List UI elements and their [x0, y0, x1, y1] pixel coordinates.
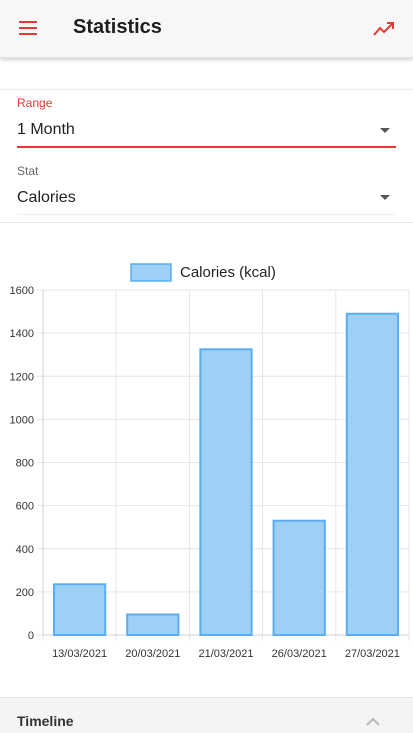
x-tick-label: 26/03/2021: [272, 648, 327, 660]
x-tick-label: 20/03/2021: [125, 648, 180, 660]
chart-legend: Calories (kcal): [130, 263, 276, 282]
x-tick-label: 27/03/2021: [345, 648, 400, 660]
legend-label[interactable]: Calories (kcal): [180, 264, 276, 281]
x-tick-label: 21/03/2021: [198, 648, 253, 660]
trending-up-icon[interactable]: [371, 17, 397, 41]
empty-row: [0, 60, 413, 90]
y-tick-label: 400: [16, 544, 34, 556]
stat-value: Calories: [17, 189, 76, 206]
divider: [0, 222, 413, 223]
y-tick-label: 1200: [10, 371, 34, 383]
chart-bar: [52, 583, 107, 636]
chevron-up-icon[interactable]: [364, 714, 382, 726]
timeline-panel-header[interactable]: Timeline: [0, 697, 413, 733]
y-tick-label: 200: [16, 587, 34, 599]
range-value: 1 Month: [17, 121, 75, 138]
dropdown-arrow-icon[interactable]: [380, 195, 390, 200]
y-tick-label: 600: [16, 501, 34, 513]
app-bar: Statistics: [0, 0, 413, 58]
y-tick-label: 1000: [10, 414, 34, 426]
chart-bar: [345, 312, 400, 636]
x-tick-label: 13/03/2021: [52, 648, 107, 660]
page-title: Statistics: [73, 16, 162, 38]
legend-swatch[interactable]: [130, 263, 172, 282]
range-label: Range: [17, 96, 53, 110]
y-tick-label: 1600: [10, 285, 34, 297]
stat-label: Stat: [17, 164, 39, 178]
y-tick-label: 800: [16, 458, 34, 470]
chart-bar: [126, 613, 180, 636]
stat-select[interactable]: Stat Calories: [17, 164, 396, 215]
timeline-title: Timeline: [17, 713, 74, 729]
y-tick-label: 0: [28, 630, 34, 642]
chart-bar: [199, 348, 253, 636]
range-select[interactable]: Range 1 Month: [17, 96, 396, 148]
hamburger-menu-icon[interactable]: [18, 19, 40, 39]
chart-canvas: 0 200 400 600 800 1000 1200 1400 1600 13/03/2021 2…: [10, 263, 410, 660]
chart-bar: [272, 519, 326, 636]
dropdown-arrow-icon[interactable]: [380, 128, 390, 133]
calories-bar-chart: 0 200 400 600 800 1000 1200 1400 1600 13/03/2021 2…: [0, 255, 413, 665]
y-tick-label: 1400: [10, 328, 34, 340]
